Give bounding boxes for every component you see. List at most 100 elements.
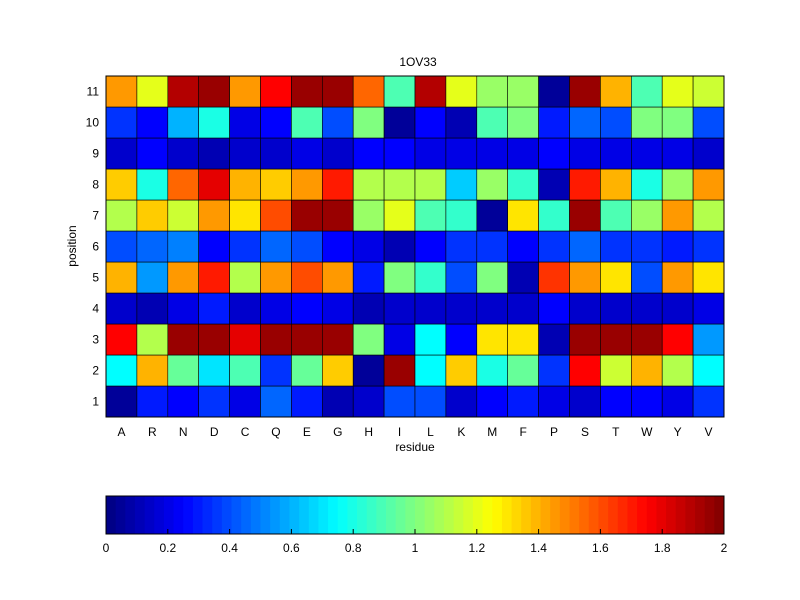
heatmap-cell bbox=[321, 168, 354, 201]
colorbar-segment bbox=[221, 496, 232, 534]
heatmap-cell bbox=[105, 168, 138, 201]
heatmap-cell bbox=[692, 323, 725, 356]
y-tick-label: 11 bbox=[87, 85, 100, 99]
colorbar-tick-label: 1.8 bbox=[654, 541, 671, 555]
heatmap-cell bbox=[445, 385, 478, 418]
heatmap-cell bbox=[136, 199, 169, 232]
heatmap-cell bbox=[229, 261, 261, 294]
colorbar-tick-label: 0.4 bbox=[221, 541, 238, 555]
heatmap-cell bbox=[414, 323, 447, 356]
colorbar-segment bbox=[434, 496, 445, 534]
heatmap-cell bbox=[445, 230, 478, 263]
heatmap-cell bbox=[167, 199, 200, 232]
heatmap-cell bbox=[538, 385, 570, 418]
colorbar-tick-label: 1.2 bbox=[468, 541, 485, 555]
colorbar-segment bbox=[559, 496, 570, 534]
heatmap-cell bbox=[445, 75, 478, 108]
y-tick-label: 6 bbox=[92, 240, 99, 254]
colorbar-tick-label: 1.4 bbox=[530, 541, 547, 555]
colorbar-segment bbox=[163, 496, 174, 534]
x-tick-label: T bbox=[612, 425, 620, 439]
heatmap-cell bbox=[383, 106, 416, 139]
heatmap-cell bbox=[167, 230, 200, 263]
heatmap-cell bbox=[600, 292, 632, 325]
colorbar-segment bbox=[212, 496, 223, 534]
heatmap-cell bbox=[569, 75, 601, 108]
heatmap-cell bbox=[661, 323, 694, 356]
heatmap-cell bbox=[321, 75, 354, 108]
heatmap-cell bbox=[600, 199, 632, 232]
heatmap-cell bbox=[414, 106, 447, 139]
heatmap-cell bbox=[630, 230, 663, 263]
colorbar-segment bbox=[608, 496, 619, 534]
colorbar-tick-label: 0 bbox=[103, 541, 110, 555]
colorbar-segment bbox=[443, 496, 455, 534]
colorbar-tick-labels: 0 0.2 0.4 0.6 0.8 1 1.2 1.4 1.6 1.8 2 bbox=[103, 529, 728, 555]
heatmap-cell bbox=[291, 354, 323, 387]
heatmap-cell bbox=[352, 75, 385, 108]
heatmap-cell bbox=[538, 199, 570, 232]
heatmap-cell bbox=[630, 106, 663, 139]
heatmap-cell bbox=[260, 261, 292, 294]
heatmap-cell bbox=[291, 75, 323, 108]
colorbar-segment bbox=[144, 496, 155, 534]
x-tick-label: C bbox=[241, 425, 250, 439]
heatmap-cell bbox=[507, 354, 539, 387]
heatmap-cell bbox=[538, 261, 570, 294]
heatmap-cell bbox=[569, 168, 601, 201]
colorbar-segment bbox=[550, 496, 561, 534]
heatmap-cell bbox=[507, 199, 539, 232]
colorbar-segment bbox=[482, 496, 493, 534]
y-tick-label: 1 bbox=[92, 395, 99, 409]
colorbar-segment bbox=[347, 496, 358, 534]
y-tick-label: 3 bbox=[92, 333, 99, 347]
heatmap-cell bbox=[105, 106, 138, 139]
heatmap-cell bbox=[630, 261, 663, 294]
heatmap-cell bbox=[352, 323, 385, 356]
heatmap-cell bbox=[445, 168, 478, 201]
heatmap-cell bbox=[630, 385, 663, 418]
heatmap-cell bbox=[198, 385, 230, 418]
colorbar-segment bbox=[569, 496, 580, 534]
colorbar-tick-label: 1.6 bbox=[592, 541, 609, 555]
heatmap-cell bbox=[383, 323, 416, 356]
heatmap-cell bbox=[630, 323, 663, 356]
heatmap-cell bbox=[198, 292, 230, 325]
heatmap-cell bbox=[600, 261, 632, 294]
heatmap-cell bbox=[507, 168, 539, 201]
heatmap-cell bbox=[291, 230, 323, 263]
colorbar-segment bbox=[250, 496, 261, 534]
heatmap-cell bbox=[476, 354, 508, 387]
colorbar-segment bbox=[521, 496, 532, 534]
heatmap-cell bbox=[476, 75, 508, 108]
x-tick-label: A bbox=[117, 425, 125, 439]
heatmap-cell bbox=[260, 385, 292, 418]
heatmap-cell bbox=[538, 354, 570, 387]
heatmap-cell bbox=[507, 230, 539, 263]
heatmap-cell bbox=[105, 354, 138, 387]
heatmap-cell bbox=[692, 385, 725, 418]
heatmap-cell bbox=[569, 199, 601, 232]
y-tick-label: 10 bbox=[86, 116, 100, 130]
heatmap-cell bbox=[229, 292, 261, 325]
y-tick-label: 4 bbox=[92, 302, 99, 316]
heatmap-cell bbox=[260, 106, 292, 139]
y-axis-title: position bbox=[65, 225, 79, 266]
heatmap-cell bbox=[661, 261, 694, 294]
chart-title: 1OV33 bbox=[399, 55, 437, 69]
heatmap-cell bbox=[661, 75, 694, 108]
heatmap-cell bbox=[229, 199, 261, 232]
x-tick-label: D bbox=[210, 425, 219, 439]
heatmap-cell bbox=[321, 292, 354, 325]
colorbar-segment bbox=[540, 496, 551, 534]
heatmap-cell bbox=[136, 137, 169, 170]
heatmap-cell bbox=[167, 106, 200, 139]
heatmap-cell bbox=[260, 323, 292, 356]
heatmap-cell bbox=[600, 323, 632, 356]
heatmap-cell bbox=[198, 199, 230, 232]
colorbar-segment bbox=[260, 496, 271, 534]
heatmap-cell bbox=[414, 261, 447, 294]
heatmap-cell bbox=[569, 261, 601, 294]
